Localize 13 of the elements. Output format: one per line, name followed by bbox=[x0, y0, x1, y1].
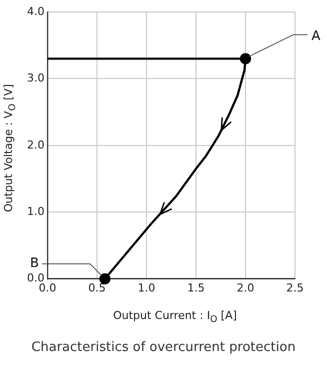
annotation: B bbox=[30, 256, 39, 272]
y-tick-label: 1.0 bbox=[26, 204, 44, 218]
annotation: A bbox=[312, 29, 320, 44]
y-tick-label: 4.0 bbox=[26, 4, 44, 18]
text: Characteristics of overcurrent protection bbox=[30, 340, 297, 355]
x-tick-label: 2.5 bbox=[286, 281, 304, 294]
x-axis-title: Output Current : I$_{O}$ [A] bbox=[112, 309, 238, 326]
y-tick-label: 3.0 bbox=[26, 72, 44, 85]
y-tick-label: 2.0 bbox=[26, 138, 44, 152]
x-tick-label: 2.0 bbox=[236, 281, 254, 294]
x-tick-label: 1.0 bbox=[138, 281, 156, 294]
x-tick-label: 1.5 bbox=[187, 281, 205, 294]
x-tick-label: 0.5 bbox=[88, 281, 106, 294]
